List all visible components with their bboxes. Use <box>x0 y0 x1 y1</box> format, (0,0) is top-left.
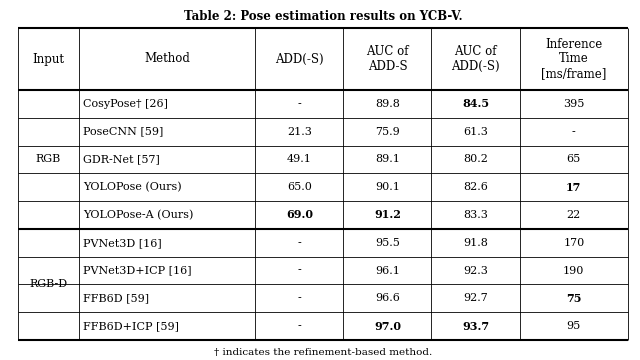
Text: 93.7: 93.7 <box>462 321 489 332</box>
Text: FFB6D+ICP [59]: FFB6D+ICP [59] <box>83 321 179 331</box>
Text: 97.0: 97.0 <box>374 321 401 332</box>
Text: AUC of
ADD-S: AUC of ADD-S <box>366 45 408 73</box>
Text: 96.1: 96.1 <box>375 266 400 275</box>
Text: RGB: RGB <box>36 154 61 165</box>
Text: 92.3: 92.3 <box>463 266 488 275</box>
Text: 91.2: 91.2 <box>374 210 401 220</box>
Text: 95: 95 <box>566 321 581 331</box>
Text: ADD(-S): ADD(-S) <box>275 53 324 66</box>
Text: -: - <box>298 266 301 275</box>
Text: 21.3: 21.3 <box>287 127 312 137</box>
Text: -: - <box>298 321 301 331</box>
Text: 84.5: 84.5 <box>462 98 489 109</box>
Text: Inference
Time
[ms/frame]: Inference Time [ms/frame] <box>541 37 607 81</box>
Text: 61.3: 61.3 <box>463 127 488 137</box>
Text: PoseCNN [59]: PoseCNN [59] <box>83 127 163 137</box>
Text: -: - <box>298 238 301 248</box>
Text: 190: 190 <box>563 266 584 275</box>
Text: 91.8: 91.8 <box>463 238 488 248</box>
Text: 89.1: 89.1 <box>375 154 400 165</box>
Text: CosyPose† [26]: CosyPose† [26] <box>83 99 168 109</box>
Text: PVNet3D+ICP [16]: PVNet3D+ICP [16] <box>83 266 191 275</box>
Text: AUC of
ADD(-S): AUC of ADD(-S) <box>451 45 500 73</box>
Text: FFB6D [59]: FFB6D [59] <box>83 293 149 303</box>
Text: 96.6: 96.6 <box>375 293 400 303</box>
Text: 395: 395 <box>563 99 584 109</box>
Text: GDR-Net [57]: GDR-Net [57] <box>83 154 160 165</box>
Text: 170: 170 <box>563 238 584 248</box>
Text: YOLOPose (Ours): YOLOPose (Ours) <box>83 182 182 192</box>
Text: 89.8: 89.8 <box>375 99 400 109</box>
Text: † indicates the refinement-based method.: † indicates the refinement-based method. <box>214 347 432 356</box>
Text: -: - <box>298 99 301 109</box>
Text: Table 2: Pose estimation results on YCB-V.: Table 2: Pose estimation results on YCB-… <box>184 10 462 23</box>
Text: 49.1: 49.1 <box>287 154 312 165</box>
Text: -: - <box>298 293 301 303</box>
Text: 69.0: 69.0 <box>286 210 313 220</box>
Text: 95.5: 95.5 <box>375 238 400 248</box>
Text: 65.0: 65.0 <box>287 182 312 192</box>
Text: 75: 75 <box>566 293 582 304</box>
Text: 75.9: 75.9 <box>375 127 400 137</box>
Text: PVNet3D [16]: PVNet3D [16] <box>83 238 162 248</box>
Text: Method: Method <box>144 53 190 66</box>
Text: 92.7: 92.7 <box>463 293 488 303</box>
Text: -: - <box>572 127 575 137</box>
Text: 90.1: 90.1 <box>375 182 400 192</box>
Text: 17: 17 <box>566 182 582 193</box>
Text: YOLOPose-A (Ours): YOLOPose-A (Ours) <box>83 210 193 220</box>
Text: Input: Input <box>33 53 65 66</box>
Text: 83.3: 83.3 <box>463 210 488 220</box>
Text: 65: 65 <box>566 154 581 165</box>
Text: 82.6: 82.6 <box>463 182 488 192</box>
Text: RGB-D: RGB-D <box>29 279 68 289</box>
Text: 80.2: 80.2 <box>463 154 488 165</box>
Text: 22: 22 <box>566 210 581 220</box>
